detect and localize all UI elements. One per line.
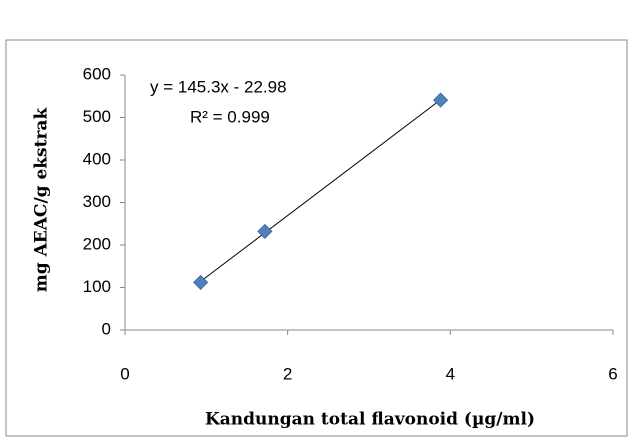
x-tick-label: 0 [120,364,129,383]
y-tick-label: 0 [102,319,111,338]
y-tick-label: 400 [83,149,111,168]
y-tick-label: 100 [83,277,111,296]
y-tick-label: 600 [83,64,111,83]
chart-frame [5,39,628,437]
y-tick-label: 500 [83,107,111,126]
data-point [257,223,273,239]
data-point [433,92,449,108]
data-point [193,274,209,290]
trendline-r2: R² = 0.999 [190,107,270,126]
y-tick-label: 300 [83,192,111,211]
y-tick-label: 200 [83,234,111,253]
x-axis-title: Kandungan total flavonoid (µg/ml) [205,410,535,430]
x-tick-label: 6 [608,364,617,383]
y-axis-title: mg AEAC/g ekstrak [32,107,52,293]
trendline-equation: y = 145.3x - 22.98 [150,77,287,96]
trendline [200,99,441,282]
x-tick-label: 2 [283,364,292,383]
x-tick-label: 4 [446,364,455,383]
